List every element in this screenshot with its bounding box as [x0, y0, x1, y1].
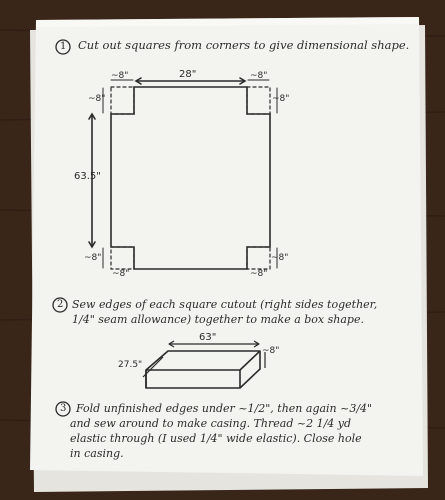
corner-label-bottom-left-b: ~8": [112, 269, 130, 279]
corner-label-top-left-b: ~8": [88, 94, 106, 104]
corner-label-bottom-right: ~8": [271, 253, 289, 263]
step-2-circle: [52, 297, 68, 313]
step-3-line-3: elastic through (I used 1/4" wide elasti…: [70, 432, 362, 445]
step-3-line-2: and sew around to make casing. Thread ~2…: [70, 417, 352, 430]
box-length-label: 63": [199, 332, 217, 343]
step-3-number: 3: [60, 403, 67, 414]
corner-label-top-right-a: ~8": [250, 71, 268, 81]
box-diagram: [142, 340, 266, 389]
paper-sheet: [30, 17, 423, 476]
step-3-line-1: Fold unfinished edges under ~1/2", then …: [76, 402, 373, 415]
corner-label-bottom-left: ~8": [84, 253, 102, 263]
corner-label-top-left-a: ~8": [111, 71, 129, 81]
step-2-line-1: Sew edges of each square cutout (right s…: [72, 298, 378, 311]
corner-cutout-bottom-right: [246, 246, 271, 270]
height-label: 63.5": [74, 171, 101, 182]
step-1-circle: [55, 39, 71, 55]
step-3-circle: [55, 401, 71, 417]
box-depth-label: 27.5": [118, 360, 143, 370]
corner-cutout-top-right: [246, 86, 271, 115]
box-height-label: ~8": [262, 346, 280, 356]
width-label: 28": [179, 69, 197, 80]
step-1-text: Cut out squares from corners to give dim…: [78, 38, 410, 52]
flat-pattern-diagram: [88, 77, 278, 270]
box-top: [145, 350, 261, 371]
corner-cutout-top-left: [110, 86, 135, 115]
box-side: [239, 351, 261, 389]
step-3-line-4: in casing.: [70, 447, 124, 460]
corner-label-bottom-right-b: ~8": [250, 269, 268, 279]
step-2-number: 2: [57, 299, 64, 310]
corner-cutout-bottom-left: [110, 246, 135, 270]
corner-label-top-right-b: ~8": [272, 94, 290, 104]
step-1-number: 1: [60, 41, 67, 52]
step-2-line-2: 1/4" seam allowance) together to make a …: [72, 313, 364, 326]
